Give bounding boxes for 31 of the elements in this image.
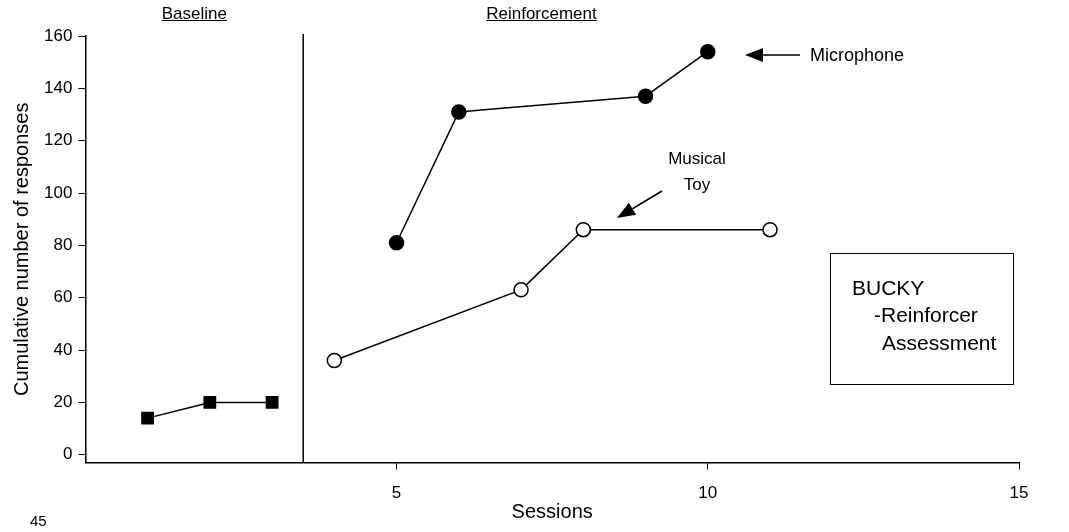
point (513, 282, 529, 298)
x-axis-title: Sessions (511, 499, 593, 522)
x-tick-label: 5 (391, 483, 402, 503)
annotation: Musical Toy (668, 148, 726, 196)
point (451, 104, 467, 120)
y-tick-label: 80 (53, 235, 73, 255)
point (575, 221, 592, 238)
point (265, 396, 279, 409)
point (141, 411, 155, 425)
point (203, 396, 217, 409)
y-tick-label: 0 (62, 444, 73, 464)
annotation: BUCKY -Reinforcer Assessment (852, 275, 997, 356)
point (326, 352, 343, 369)
text: Baseline (161, 4, 227, 24)
y-tick-label: 120 (43, 130, 73, 150)
x-tick-label: 15 (1009, 483, 1029, 503)
x-tick-label: 10 (698, 483, 718, 503)
text: 45 (30, 512, 47, 529)
point (388, 235, 405, 251)
y-tick-label: 160 (43, 25, 73, 45)
y-tick-label: 100 (43, 182, 73, 202)
y-tick-label: 140 (43, 78, 73, 98)
text: Reinforcement (486, 4, 597, 24)
point (637, 88, 654, 104)
point (700, 43, 716, 60)
y-tick-label: 40 (53, 339, 73, 359)
annotation: Microphone (810, 45, 905, 66)
y-tick-label: 60 (53, 287, 73, 307)
y-tick-label: 20 (53, 392, 73, 412)
y-axis-title: Cumulative number of responses (9, 102, 32, 397)
point (762, 221, 778, 238)
